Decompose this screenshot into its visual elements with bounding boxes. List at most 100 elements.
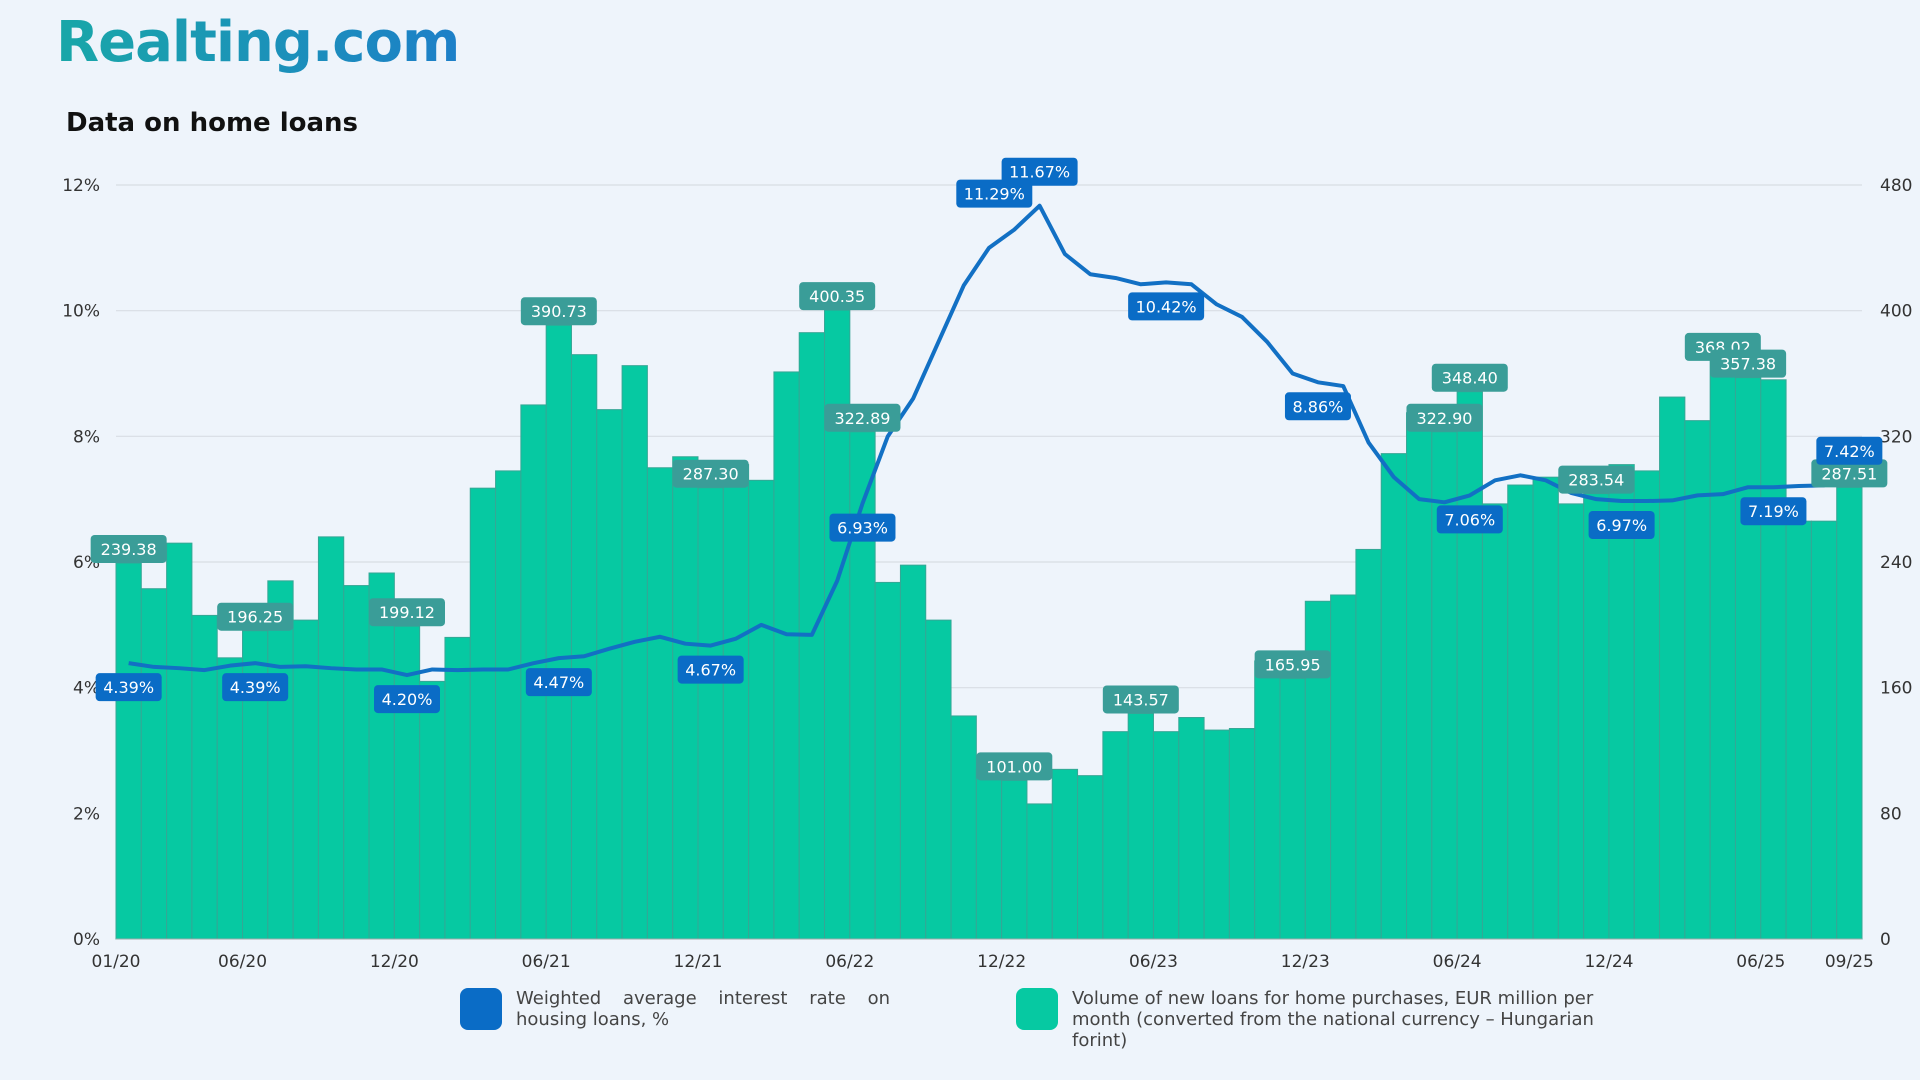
bar-01/24 [1330, 594, 1357, 940]
bar-11/20 [368, 572, 395, 940]
bar-04/23 [1102, 731, 1129, 940]
bar-12/21 [697, 487, 724, 940]
bar-11/21 [672, 456, 699, 940]
legend-item-interest-rate: Weighted average interest rate on housin… [460, 988, 890, 1030]
bar-08/25 [1810, 520, 1838, 940]
data-label-text: 101.00 [986, 757, 1042, 776]
data-label-bg [95, 673, 162, 702]
data-label-text: 8.86% [1293, 397, 1344, 416]
bar-02/21 [444, 636, 471, 940]
data-label-text: 283.54 [1568, 471, 1624, 490]
bar-data-label: 390.73 [520, 297, 597, 326]
x-tick-label: 12/22 [977, 952, 1026, 972]
bar-08/20 [292, 619, 319, 940]
rate-data-label: 6.93% [829, 513, 896, 542]
data-label-bg [799, 282, 876, 311]
bar-data-label: 287.51 [1811, 459, 1888, 488]
y-right-tick-label: 0 [1880, 930, 1891, 950]
rate-data-label: 4.67% [677, 655, 744, 684]
data-label-bg [1001, 157, 1078, 186]
data-label-text: 6.93% [837, 519, 888, 538]
data-label-text: 348.40 [1442, 369, 1498, 388]
bar-11/22 [975, 768, 1003, 940]
legend-label-loan-volume: Volume of new loans for home purchases, … [1072, 988, 1594, 1051]
data-label-text: 10.42% [1136, 297, 1197, 316]
bar-02/23 [1051, 768, 1079, 940]
bar-10/20 [343, 585, 370, 940]
bar-07/22 [874, 581, 901, 940]
bar-data-label: 322.90 [1406, 403, 1483, 432]
data-label-bg [374, 685, 440, 714]
rate-data-label: 7.19% [1740, 497, 1807, 526]
data-label-bg [1588, 511, 1655, 540]
legend-item-loan-volume: Volume of new loans for home purchases, … [1016, 988, 1596, 1051]
bar-data-label: 165.95 [1254, 650, 1331, 679]
bar-data-label: 239.38 [90, 534, 167, 563]
bar-01/22 [722, 464, 750, 940]
bar-10/21 [646, 467, 674, 940]
legend-swatch-bars [1016, 988, 1058, 1030]
data-label-text: 6.97% [1596, 516, 1647, 535]
bar-12/20 [393, 625, 421, 940]
bar-data-label: 283.54 [1558, 465, 1635, 494]
bar-data-label: 196.25 [217, 602, 294, 631]
data-label-bg [369, 598, 445, 627]
y-left-tick-label: 12% [62, 176, 100, 196]
x-tick-label: 01/20 [92, 952, 141, 972]
data-label-bg [1816, 436, 1883, 465]
bar-03/21 [469, 487, 497, 940]
data-label-bg [1128, 292, 1205, 321]
bar-09/25 [1836, 486, 1863, 940]
data-label-text: 4.39% [103, 678, 154, 697]
bar-12/24 [1608, 464, 1635, 940]
bar-08/21 [596, 409, 623, 940]
data-label-text: 4.67% [685, 661, 736, 680]
realting-logo: Realting.com [56, 10, 460, 75]
x-tick-label: 12/20 [370, 952, 419, 972]
bar-data-label: 143.57 [1102, 685, 1179, 714]
data-label-bg [525, 668, 592, 697]
data-label-text: 357.38 [1720, 355, 1776, 374]
bar-data-label: 400.35 [799, 282, 876, 311]
data-label-text: 11.67% [1009, 163, 1070, 182]
data-label-text: 11.29% [964, 185, 1025, 204]
bar-01/21 [419, 680, 446, 940]
data-label-bg [829, 513, 896, 542]
data-label-text: 7.42% [1824, 442, 1875, 461]
y-right-tick-label: 320 [1880, 427, 1912, 447]
legend-swatch-line [460, 988, 502, 1030]
bar-12/22 [1001, 779, 1028, 940]
data-label-text: 390.73 [531, 302, 587, 321]
rate-data-label: 8.86% [1284, 392, 1351, 421]
bar-09/23 [1228, 728, 1256, 940]
bar-06/23 [1152, 731, 1180, 940]
data-label-bg [1558, 465, 1635, 494]
bar-data-label: 348.40 [1431, 363, 1508, 392]
bar-08/22 [899, 564, 927, 940]
data-label-bg [1284, 392, 1351, 421]
data-label-text: 322.90 [1416, 409, 1472, 428]
bar-08/24 [1507, 484, 1534, 940]
bar-data-label: 287.30 [672, 459, 749, 488]
data-label-bg [222, 673, 289, 702]
data-label-text: 287.51 [1821, 464, 1877, 483]
x-tick-label: 12/21 [674, 952, 723, 972]
bar-11/24 [1583, 493, 1610, 940]
bar-02/25 [1659, 396, 1686, 940]
rate-data-label: 6.97% [1588, 511, 1655, 540]
rate-data-label: 7.06% [1436, 505, 1503, 534]
bar-09/22 [925, 619, 952, 940]
rate-data-label: 11.67% [1001, 157, 1078, 186]
bar-data-label: 357.38 [1710, 349, 1787, 378]
rate-data-label: 7.42% [1816, 436, 1883, 465]
bar-data-label: 199.12 [369, 598, 445, 627]
rate-data-label: 4.47% [525, 668, 592, 697]
data-label-bg [90, 534, 167, 563]
bar-05/20 [216, 657, 244, 940]
data-label-bg [672, 459, 749, 488]
y-right-tick-label: 480 [1880, 176, 1912, 196]
bar-10/22 [950, 715, 977, 940]
x-tick-label: 06/25 [1736, 952, 1785, 972]
legend-label-interest-rate: Weighted average interest rate on housin… [516, 988, 890, 1030]
bar-10/24 [1557, 503, 1585, 940]
